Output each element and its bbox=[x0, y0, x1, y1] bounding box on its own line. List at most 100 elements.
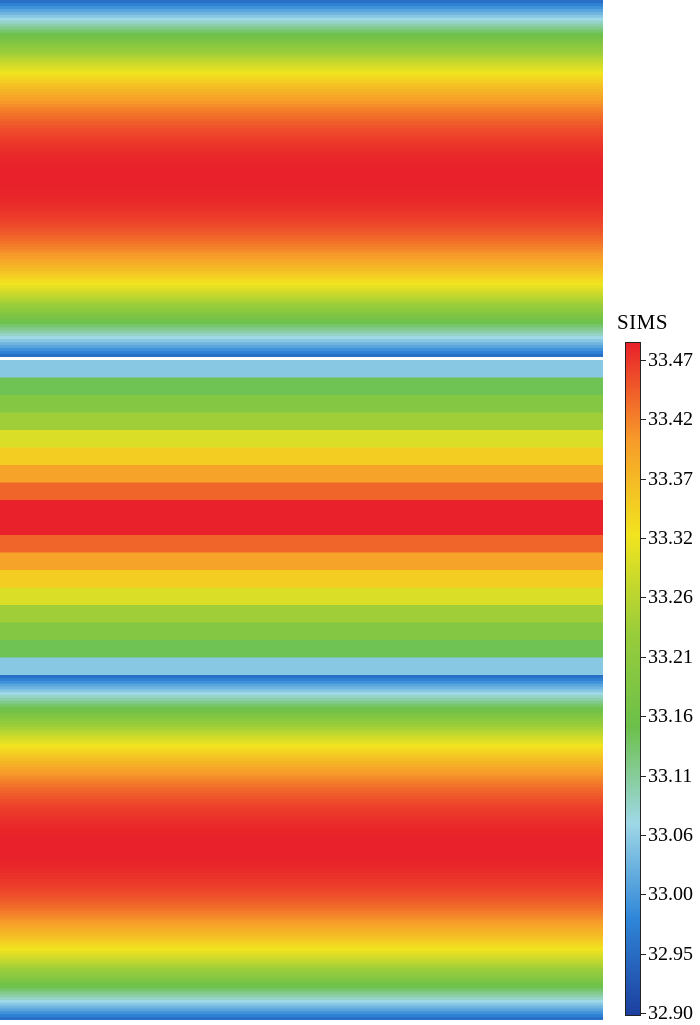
heatmap-cell bbox=[0, 692, 603, 696]
heatmap-cell bbox=[0, 38, 603, 43]
colorbar-tick bbox=[640, 360, 646, 361]
heatmap-cell bbox=[0, 815, 603, 820]
heatmap-cell bbox=[0, 267, 603, 272]
heatmap-cell bbox=[0, 715, 603, 719]
heatmap-cell bbox=[0, 74, 603, 78]
heatmap-cell bbox=[0, 288, 603, 293]
heatmap-cell bbox=[0, 71, 603, 75]
heatmap-cell bbox=[0, 1011, 603, 1015]
heatmap-cell bbox=[0, 535, 603, 554]
heatmap-cell bbox=[0, 818, 603, 823]
colorbar-tick bbox=[640, 953, 646, 955]
heatmap-cell bbox=[0, 330, 603, 334]
heatmap-cell bbox=[0, 838, 603, 843]
heatmap-cell bbox=[0, 758, 603, 762]
heatmap-cell bbox=[0, 252, 603, 257]
heatmap-cell bbox=[0, 232, 603, 236]
heatmap-cell bbox=[0, 119, 603, 123]
heatmap-cell bbox=[0, 303, 603, 308]
heatmap-cell bbox=[0, 300, 603, 305]
colorbar-tick bbox=[640, 419, 646, 421]
heatmap-cell bbox=[0, 552, 603, 571]
colorbar-tick bbox=[640, 894, 646, 896]
heatmap-cell bbox=[0, 47, 603, 52]
heatmap-cell bbox=[0, 974, 603, 978]
heatmap-cell bbox=[0, 214, 603, 218]
heatmap-cell bbox=[0, 988, 603, 992]
colorbar-tick-label: 32.95 bbox=[648, 942, 693, 965]
heatmap-cell bbox=[0, 29, 603, 34]
heatmap-cell bbox=[0, 166, 603, 171]
heatmap-cell bbox=[0, 1008, 603, 1012]
heatmap-cell bbox=[0, 962, 603, 966]
heatmap-cell bbox=[0, 291, 603, 296]
heatmap-cell bbox=[0, 113, 603, 117]
heatmap-cell bbox=[0, 261, 603, 266]
heatmap-cell bbox=[0, 836, 603, 840]
heatmap-cell bbox=[0, 605, 603, 624]
heatmap-cell bbox=[0, 348, 603, 352]
colorbar-tick-label: 33.42 bbox=[648, 408, 693, 431]
heatmap-cell bbox=[0, 772, 603, 777]
heatmap-cell bbox=[0, 640, 603, 659]
heatmap-cell bbox=[0, 255, 603, 260]
heatmap-cell bbox=[0, 887, 603, 892]
heatmap-cell bbox=[0, 297, 603, 302]
heatmap-cell bbox=[0, 922, 603, 926]
heatmap-cell bbox=[0, 741, 603, 745]
heatmap-cell bbox=[0, 675, 603, 679]
heatmap-cell bbox=[0, 264, 603, 269]
heatmap-cell bbox=[0, 813, 603, 817]
heatmap-cell bbox=[0, 622, 603, 641]
heatmap-cell bbox=[0, 246, 603, 251]
heatmap-cell bbox=[0, 26, 603, 31]
colorbar-tick bbox=[640, 597, 646, 599]
heatmap-cell bbox=[0, 86, 603, 90]
heatmap-cell bbox=[0, 999, 603, 1004]
heatmap-cell bbox=[0, 154, 603, 159]
heatmap-cell bbox=[0, 680, 603, 685]
heatmap-cell bbox=[0, 101, 603, 105]
heatmap-cell bbox=[0, 945, 603, 949]
heatmap-cell bbox=[0, 991, 603, 995]
heatmap-cell bbox=[0, 985, 603, 989]
heatmap-cell bbox=[0, 41, 603, 46]
colorbar-tick bbox=[640, 478, 646, 480]
heatmap-cell bbox=[0, 859, 603, 863]
heatmap-cell bbox=[0, 377, 603, 396]
heatmap-cell bbox=[0, 89, 603, 93]
heatmap-cell bbox=[0, 761, 603, 765]
heatmap-cell bbox=[0, 792, 603, 797]
heatmap-cell bbox=[0, 913, 603, 918]
heatmap-cell bbox=[0, 795, 603, 800]
heatmap-cell bbox=[0, 294, 603, 299]
heatmap-cell bbox=[0, 196, 603, 200]
heatmap-cell bbox=[0, 686, 603, 690]
heatmap-cell bbox=[0, 32, 603, 37]
heatmap-cell bbox=[0, 732, 603, 736]
colorbar-tick-label: 32.90 bbox=[648, 1002, 693, 1024]
heatmap-cell bbox=[0, 882, 603, 886]
heatmap-cell bbox=[0, 130, 603, 135]
heatmap-cell bbox=[0, 587, 603, 606]
heatmap-cell bbox=[0, 907, 603, 912]
heatmap-cell bbox=[0, 827, 603, 831]
heatmap-cell bbox=[0, 354, 603, 357]
heatmap-cell bbox=[0, 994, 603, 998]
heatmap-cell bbox=[0, 746, 603, 751]
heatmap-cell bbox=[0, 1002, 603, 1007]
heatmap-panel-top bbox=[0, 0, 603, 357]
heatmap-cell bbox=[0, 879, 603, 883]
heatmap-cell bbox=[0, 930, 603, 935]
heatmap-cell bbox=[0, 205, 603, 209]
heatmap-cell bbox=[0, 258, 603, 263]
heatmap-cell bbox=[0, 706, 603, 711]
heatmap-cell bbox=[0, 721, 603, 725]
heatmap-cell bbox=[0, 412, 603, 431]
heatmap-cell bbox=[0, 220, 603, 224]
heatmap-cell bbox=[0, 916, 603, 920]
heatmap-cell bbox=[0, 306, 603, 311]
heatmap-cell bbox=[0, 948, 603, 952]
heatmap-cell bbox=[0, 677, 603, 682]
heatmap-cell bbox=[0, 139, 603, 144]
